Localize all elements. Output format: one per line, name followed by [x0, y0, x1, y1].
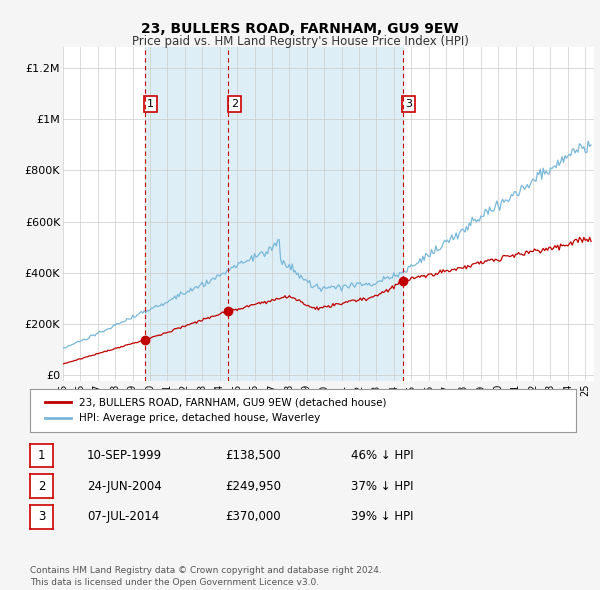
- Text: 1: 1: [38, 449, 45, 462]
- Text: 39% ↓ HPI: 39% ↓ HPI: [351, 510, 413, 523]
- Text: 46% ↓ HPI: 46% ↓ HPI: [351, 449, 413, 462]
- Text: £249,950: £249,950: [225, 480, 281, 493]
- Text: Price paid vs. HM Land Registry's House Price Index (HPI): Price paid vs. HM Land Registry's House …: [131, 35, 469, 48]
- Legend: 23, BULLERS ROAD, FARNHAM, GU9 9EW (detached house), HPI: Average price, detache: 23, BULLERS ROAD, FARNHAM, GU9 9EW (deta…: [41, 393, 391, 428]
- Bar: [228, 47, 403, 381]
- Text: £138,500: £138,500: [225, 449, 281, 462]
- Text: 2: 2: [38, 480, 45, 493]
- Text: 37% ↓ HPI: 37% ↓ HPI: [351, 480, 413, 493]
- Bar: [145, 47, 228, 381]
- Text: 24-JUN-2004: 24-JUN-2004: [87, 480, 162, 493]
- Text: 1: 1: [147, 99, 154, 109]
- Text: £370,000: £370,000: [225, 510, 281, 523]
- Text: 3: 3: [405, 99, 412, 109]
- Text: 10-SEP-1999: 10-SEP-1999: [87, 449, 162, 462]
- Text: 3: 3: [38, 510, 45, 523]
- Text: 2: 2: [230, 99, 238, 109]
- Text: Contains HM Land Registry data © Crown copyright and database right 2024.
This d: Contains HM Land Registry data © Crown c…: [30, 566, 382, 587]
- Text: 07-JUL-2014: 07-JUL-2014: [87, 510, 159, 523]
- Text: 23, BULLERS ROAD, FARNHAM, GU9 9EW: 23, BULLERS ROAD, FARNHAM, GU9 9EW: [141, 22, 459, 37]
